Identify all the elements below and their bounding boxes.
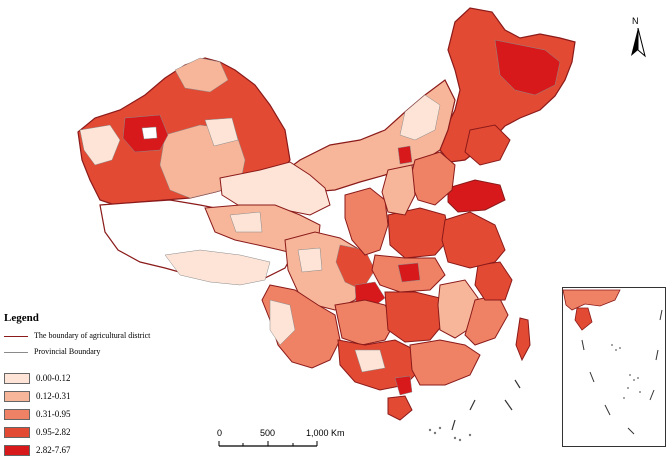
region-sichuan-low [297,247,323,273]
scale-bar: 0 500 1,000 Km [210,428,360,448]
region-inner-mongolia-east [399,94,441,141]
china-landmass [77,7,576,421]
region-guangxi-low [354,349,386,373]
inset-content [562,289,663,435]
legend-line-district: The boundary of agricultural district [4,330,214,344]
legend-line-label: The boundary of agricultural district [34,331,151,340]
region-hainan [387,395,413,421]
legend-class-5: 2.82-7.67 [4,444,124,458]
region-xinjiang-mid [204,117,239,147]
legend-line-province: Provincial Boundary [4,346,214,360]
legend-class-label: 2.82-7.67 [36,445,71,455]
legend-line-label: Provincial Boundary [34,347,101,356]
scale-tick-1000: 1,000 Km [306,428,345,438]
north-arrow-icon [631,28,646,58]
legend-class-swatch [4,445,30,456]
legend-class-2: 0.12-0.31 [4,390,124,404]
legend-class-3: 0.31-0.95 [4,408,124,422]
region-anhui-jiangsu [441,211,506,269]
region-qinghai-north [229,211,263,233]
legend-class-label: 0.12-0.31 [36,391,71,401]
region-shanxi [381,164,416,216]
legend-class-4: 0.95-2.82 [4,426,124,440]
legend-line-swatch [4,336,28,337]
nine-dash-line [451,379,521,431]
legend-class-swatch [4,391,30,402]
region-taiwan [515,317,531,362]
region-gansu [219,161,331,216]
scale-tick-0: 0 [217,428,223,438]
region-liaoning [464,124,511,166]
legend-class-label: 0.95-2.82 [36,427,71,437]
scale-bar-line [218,441,318,447]
region-shaanxi [344,187,389,256]
region-guangdong-south [394,375,413,396]
region-hubei-hotspot [397,262,421,283]
region-henan [387,207,451,259]
legend-class-swatch [4,427,30,438]
region-xinjiang-north [174,57,229,93]
legend-class-1: 0.00-0.12 [4,372,124,386]
region-shandong [447,179,506,213]
legend-class-label: 0.31-0.95 [36,409,71,419]
region-northeast [439,7,576,163]
region-northeast-dark [494,39,561,96]
north-arrow: N [628,16,648,58]
scale-tick-500: 500 [260,428,276,438]
island-dots [428,426,472,442]
legend-title: Legend [4,312,39,324]
region-hunan [384,291,446,343]
legend-line-swatch [4,352,28,353]
region-ningxia [397,145,413,165]
region-tibet-south [164,249,271,286]
region-zhejiang [474,261,513,301]
region-xinjiang-lake [141,126,158,140]
north-label: N [632,16,639,26]
legend-class-label: 0.00-0.12 [36,373,71,383]
region-xinjiang-west [79,124,121,166]
legend-class-swatch [4,373,30,384]
region-yunnan-west [269,299,296,346]
legend-class-swatch [4,409,30,420]
region-guangdong [409,339,481,386]
